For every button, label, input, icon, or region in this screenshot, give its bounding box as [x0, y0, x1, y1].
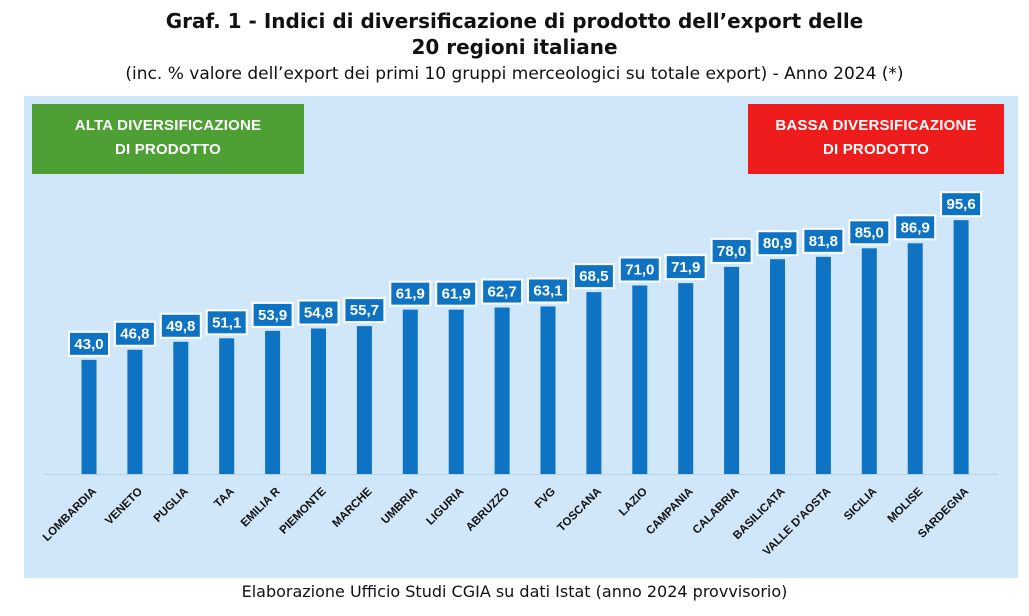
- value-label: 71,9: [671, 259, 700, 276]
- source-note: Elaborazione Ufficio Studi CGIA su dati …: [241, 582, 788, 601]
- bar-toscana: [586, 292, 602, 474]
- value-label-box: [343, 297, 386, 324]
- value-label-box: [297, 299, 340, 326]
- value-label: 78,0: [717, 243, 746, 260]
- bar-umbria: [402, 309, 418, 474]
- bar-valle-d-aosta: [815, 256, 831, 474]
- value-label-box: [389, 280, 432, 307]
- chart-subtitle: (inc. % valore dell’export dei primi 10 …: [125, 64, 904, 84]
- value-label: 81,8: [809, 233, 838, 250]
- category-label: ABRUZZO: [464, 486, 512, 534]
- value-label: 80,9: [763, 235, 792, 252]
- bar-abruzzo: [494, 307, 510, 474]
- value-label-box: [435, 280, 478, 307]
- value-label: 85,0: [855, 224, 884, 241]
- category-label: CAMPANIA: [644, 486, 696, 538]
- low-diversification-badge: BASSA DIVERSIFICAZIONE DI PRODOTTO: [748, 104, 1004, 174]
- high-diversification-badge: ALTA DIVERSIFICAZIONE DI PRODOTTO: [32, 104, 304, 174]
- value-label: 51,1: [212, 314, 241, 331]
- bar-calabria: [724, 266, 740, 474]
- category-label: LIGURIA: [424, 486, 466, 528]
- low-badge-line2: DI PRODOTTO: [822, 141, 930, 158]
- bar-veneto: [127, 349, 143, 474]
- value-label: 63,1: [533, 282, 562, 299]
- value-label: 46,8: [120, 326, 149, 343]
- value-label: 95,6: [946, 196, 975, 213]
- chart-title-line1: Graf. 1 - Indici di diversificazione di …: [165, 9, 864, 33]
- value-label-box: [113, 320, 156, 347]
- category-label: TAA: [212, 486, 237, 511]
- value-label-box: [251, 301, 294, 328]
- category-label: MARCHE: [330, 485, 374, 529]
- value-label-box: [481, 278, 524, 305]
- bar-taa: [219, 338, 235, 474]
- category-label: FVG: [533, 486, 558, 511]
- value-label-box: [802, 227, 845, 254]
- category-label: SICILIA: [842, 486, 879, 523]
- value-label-box: [618, 256, 661, 283]
- category-label: CALABRIA: [691, 486, 742, 537]
- value-label: 61,9: [442, 286, 471, 303]
- high-badge-line1: ALTA DIVERSIFICAZIONE: [74, 117, 262, 134]
- value-label: 54,8: [304, 305, 333, 322]
- bar-molise: [907, 243, 923, 474]
- chart-title-line2: 20 regioni italiane: [411, 35, 618, 59]
- value-label: 55,7: [350, 302, 379, 319]
- category-label: EMILIA R: [239, 485, 283, 529]
- category-label: TOSCANA: [555, 486, 604, 535]
- value-label: 53,9: [258, 307, 287, 324]
- bar-basilicata: [770, 259, 785, 474]
- low-badge-line1: BASSA DIVERSIFICAZIONE: [775, 117, 977, 134]
- value-label: 43,0: [74, 336, 103, 353]
- category-label: MOLISE: [886, 485, 926, 525]
- value-label: 68,5: [579, 268, 608, 285]
- value-label: 61,9: [396, 286, 425, 303]
- high-badge-line2: DI PRODOTTO: [114, 141, 222, 158]
- value-label-box: [664, 254, 707, 281]
- value-label-box: [159, 312, 202, 339]
- bar-chart: 43,0 LOMBARDIA 46,8 VENETO 49,8 PUGLIA 51,1 TAA…: [41, 191, 998, 558]
- bar-liguria: [448, 309, 464, 474]
- bar-sicilia: [861, 248, 877, 474]
- value-label-box: [68, 330, 110, 357]
- value-label-box: [894, 214, 937, 241]
- value-label: 62,7: [487, 284, 516, 301]
- value-label: 49,8: [166, 318, 195, 335]
- bar-piemonte: [311, 328, 326, 474]
- category-label: VENETO: [103, 486, 145, 528]
- bar-puglia: [173, 341, 189, 474]
- category-label: LAZIO: [617, 486, 650, 519]
- category-label: PIEMONTE: [278, 485, 329, 536]
- bar-emilia-r: [265, 330, 281, 474]
- bar-lombardia: [81, 359, 97, 474]
- bar-fvg: [540, 306, 556, 474]
- value-label-box: [572, 263, 615, 290]
- value-label-box: [756, 230, 799, 257]
- category-label: UMBRIA: [379, 486, 420, 527]
- value-label-box: [205, 309, 248, 336]
- bar-sardegna: [953, 220, 969, 474]
- bar-lazio: [632, 285, 648, 474]
- category-label: LOMBARDIA: [41, 486, 99, 544]
- bar-campania: [678, 283, 694, 474]
- bar-marche: [356, 326, 372, 474]
- value-label-box: [940, 191, 983, 218]
- chart-title: Graf. 1 - Indici di diversificazione di …: [0, 8, 1029, 60]
- category-label: PUGLIA: [152, 486, 191, 525]
- value-label-box: [710, 237, 753, 264]
- value-label-box: [848, 219, 891, 246]
- value-label-box: [527, 277, 569, 304]
- chart-area: ALTA DIVERSIFICAZIONE DI PRODOTTO BASSA …: [24, 96, 1018, 578]
- value-label: 86,9: [901, 219, 930, 236]
- value-label: 71,0: [625, 261, 654, 278]
